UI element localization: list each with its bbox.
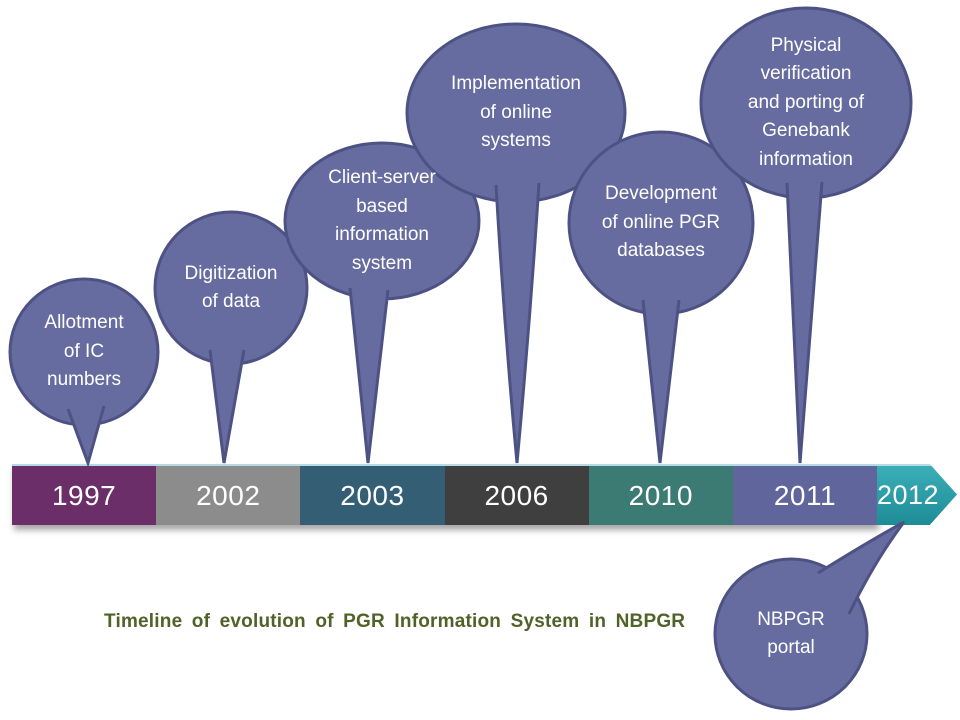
timeline-year-label: 2002 [196,479,261,511]
timeline-bar: 1997 2002 2003 2006 2010 2011 [12,464,878,525]
callout-client-server-based-information-system [283,141,481,464]
balloon-body [405,22,627,204]
callout-development-of-online-pgr-databases [567,130,755,464]
balloon-body [713,557,869,711]
timeline-year-label: 2010 [628,479,693,511]
balloon-body [567,130,755,316]
timeline-year-label: 1997 [51,479,117,511]
callout-nbpgr-portal [713,520,906,711]
caption: Timeline of evolution of PGR Information… [104,611,686,632]
balloon-body [8,277,160,427]
balloon-body [153,210,309,366]
balloon-label-allotment-of-ic-numbers: Allotment of IC numbers [44,312,124,391]
balloon-body [699,6,913,200]
callout-implementation-of-online-systems [405,22,627,464]
timeline-year-label: 2012 [877,480,940,510]
timeline-segment-1997: 1997 [12,466,157,525]
timeline-year-label: 2006 [484,479,549,511]
balloon-tail [66,405,106,468]
balloon-tail [641,299,681,464]
timeline-segment-2011: 2011 [732,466,878,525]
timeline-segment-2002: 2002 [156,466,301,525]
balloon-label-client-server-based-information-system: Client-server based information system [328,167,436,274]
callout-digitization-of-data [153,210,309,464]
timeline-segment-2010: 2010 [588,466,733,525]
balloon-tail [494,182,541,464]
balloon-tail [785,181,824,464]
callout-allotment-of-ic-numbers [8,277,160,468]
balloon-label-physical-verification-genebank-information: Physical verification and porting of Gen… [747,34,865,170]
balloon-tail [348,287,390,464]
timeline-segment-2003: 2003 [300,466,445,525]
balloon-label-development-of-online-pgr-databases: Development of online PGR databases [601,183,721,262]
balloon-label-implementation-of-online-systems: Implementation of online systems [451,73,581,152]
balloon-tail [817,520,906,615]
balloon-body [283,141,481,301]
timeline-segment-2006: 2006 [444,466,589,525]
timeline-segment-2012: 2012 [877,464,957,525]
callout-physical-verification-genebank-information [699,6,913,464]
balloon-label-digitization-of-data: Digitization of data [184,262,278,313]
balloon-label-nbpgr-portal: NBPGR portal [757,608,825,659]
balloon-tail [208,349,246,464]
timeline-year-label: 2011 [773,479,837,511]
timeline-year-label: 2003 [340,479,405,511]
